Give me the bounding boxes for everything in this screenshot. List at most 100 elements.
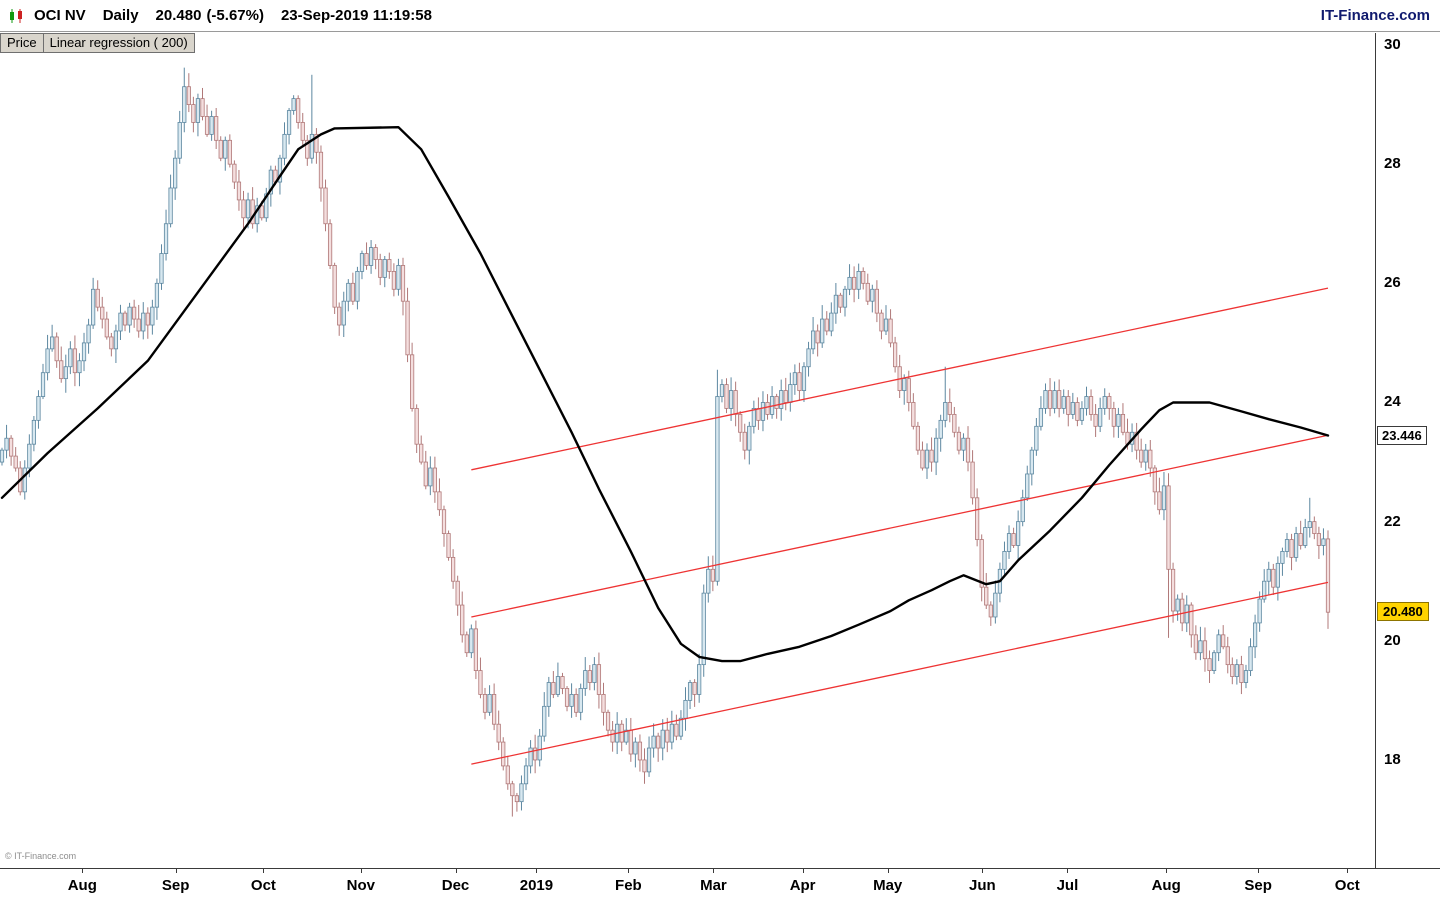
candle-body <box>810 330 816 350</box>
candle-body <box>214 116 219 141</box>
candle-body <box>669 723 674 743</box>
candle-body <box>906 378 911 403</box>
candle-body <box>774 396 779 409</box>
candle-body <box>838 294 843 308</box>
candle-body <box>1161 485 1167 511</box>
price-axis[interactable]: 23.446 20.480 30 28 26 24 22 20 18 <box>1375 33 1440 868</box>
candle-body <box>1275 562 1280 588</box>
candle-body <box>1152 467 1157 493</box>
candle-body <box>605 711 611 731</box>
candle-body <box>300 122 305 141</box>
candle-body <box>332 265 337 308</box>
candle-body <box>1239 664 1244 683</box>
y-axis-tick-label: 22 <box>1384 512 1401 530</box>
candle-body <box>13 455 18 469</box>
x-axis-tickmark <box>1347 869 1349 873</box>
candle-body <box>628 729 633 755</box>
candle-body <box>533 747 538 761</box>
chart-canvas[interactable] <box>0 33 1375 868</box>
moving-average-line <box>0 125 1330 663</box>
timeframe-label[interactable]: Daily <box>102 7 139 24</box>
candle-body <box>596 664 602 695</box>
candle-body <box>893 342 898 368</box>
candle-body <box>1230 664 1235 677</box>
candle-body <box>364 253 369 266</box>
candle-body <box>765 402 770 415</box>
candle-body <box>569 694 574 707</box>
candle-body <box>1262 580 1267 600</box>
candle-body <box>118 312 123 332</box>
x-axis-tickmark <box>263 869 265 873</box>
candlestick-icon <box>10 8 22 23</box>
candle-body <box>496 723 501 743</box>
candle-body <box>938 419 943 439</box>
candle-body <box>564 688 570 707</box>
candle-body <box>1202 640 1208 660</box>
candle-body <box>993 592 998 618</box>
candle-body <box>697 664 702 695</box>
candle-body <box>22 467 27 493</box>
candle-body <box>1175 598 1180 612</box>
candle-body <box>578 688 583 713</box>
candle-body <box>159 253 164 284</box>
candle-body <box>127 306 132 326</box>
candle-body <box>537 735 542 761</box>
candle-body <box>378 259 383 278</box>
candle-body <box>988 604 993 618</box>
candle-body <box>965 437 971 463</box>
candle-body <box>692 682 697 695</box>
candle-body <box>646 747 652 773</box>
candle-body <box>86 324 91 344</box>
candle-body <box>95 288 100 308</box>
x-axis-label: Oct <box>1334 877 1360 894</box>
candle-body <box>441 509 447 534</box>
linear-regression-button[interactable]: Linear regression ( 200) <box>43 33 195 53</box>
candle-body <box>136 318 141 332</box>
x-axis-tickmark <box>982 869 984 873</box>
candle-body <box>163 223 169 254</box>
candle-body <box>678 717 684 737</box>
candle-body <box>1170 568 1176 612</box>
candle-body <box>182 86 187 123</box>
candle-body <box>414 408 419 445</box>
candle-body <box>1193 634 1198 654</box>
candle-body <box>514 795 520 803</box>
candle-body <box>1184 604 1189 624</box>
candle-body <box>9 437 14 457</box>
candle-body <box>1180 598 1185 624</box>
candle-body <box>250 199 255 225</box>
candle-body <box>492 694 497 725</box>
candle-body <box>934 437 939 463</box>
candle-body <box>824 318 829 332</box>
candle-body <box>204 116 210 135</box>
candle-body <box>1271 568 1276 588</box>
candle-body <box>1052 390 1057 409</box>
candle-body <box>788 384 793 403</box>
candle-body <box>738 413 743 433</box>
indicator-toolbar: Price Linear regression ( 200) <box>0 33 195 53</box>
candle-body <box>1107 396 1112 409</box>
time-axis[interactable]: Aug Sep Oct Nov Dec 2019 Feb Mar Apr May Jun Jul Aug… <box>0 868 1440 901</box>
candle-body <box>792 372 797 386</box>
candle-body <box>168 187 173 225</box>
x-axis-tickmark <box>802 869 804 873</box>
candle-body <box>1298 533 1303 546</box>
candle-body <box>920 449 925 469</box>
candle-body <box>1093 413 1098 427</box>
price-button[interactable]: Price <box>0 33 44 53</box>
candle-body <box>1111 408 1116 427</box>
candle-body <box>1057 390 1062 409</box>
x-axis-tickmark <box>175 869 177 873</box>
candle-body <box>469 628 474 654</box>
candle-body <box>975 497 980 540</box>
candle-body <box>1243 670 1249 683</box>
candle-body <box>642 759 647 773</box>
candle-body <box>464 634 469 654</box>
x-axis-tickmark <box>713 869 715 873</box>
candle-body <box>847 276 852 290</box>
candle-body <box>482 694 488 713</box>
candle-body <box>296 98 301 123</box>
x-axis-tickmark <box>628 869 630 873</box>
header-datetime: 23-Sep-2019 11:19:58 <box>280 7 432 24</box>
candle-body <box>624 729 629 743</box>
